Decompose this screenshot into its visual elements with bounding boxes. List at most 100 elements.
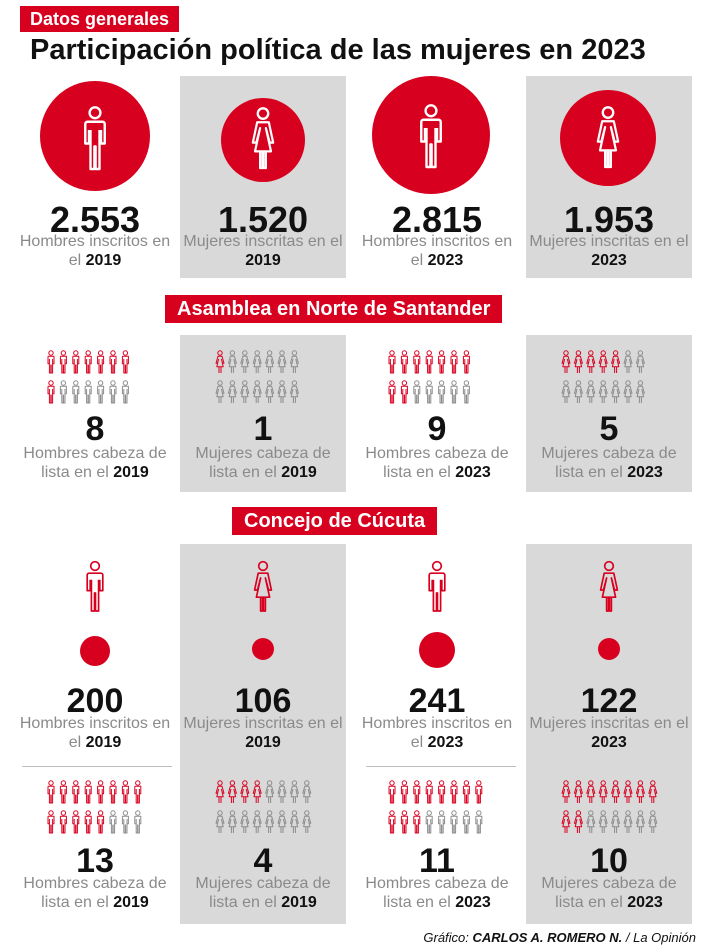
woman-mini-icon <box>623 380 633 403</box>
woman-mini-icon <box>598 810 608 833</box>
man-mini-icon <box>47 780 55 804</box>
stat-year: 2019 <box>85 252 122 270</box>
stat-description: Hombres cabeza de lista en el 2019 <box>12 874 178 912</box>
stat-description: Hombres cabeza de lista en el 2023 <box>354 874 520 912</box>
man-mini-icon <box>134 780 142 804</box>
woman-mini-icon <box>635 810 645 833</box>
man-mini-icon <box>413 350 421 374</box>
woman-mini-icon <box>227 380 237 403</box>
stat-description-text: Mujeres inscritas en el <box>183 233 343 250</box>
icon-grid-women <box>215 780 312 833</box>
man-mini-icon <box>450 350 458 374</box>
woman-mini-icon <box>623 810 633 833</box>
man-mini-icon <box>388 380 396 404</box>
man-mini-icon <box>84 780 92 804</box>
woman-mini-icon <box>240 810 250 833</box>
stat-description-text: Mujeres cabeza de lista en el <box>195 875 331 912</box>
woman-mini-icon <box>227 780 237 803</box>
man-icon <box>84 106 106 171</box>
section-tag-concejo: Concejo de Cúcuta <box>232 507 438 535</box>
stat-description: Hombres inscritos en el 2023 <box>354 232 520 270</box>
woman-mini-icon <box>561 350 571 373</box>
woman-icon <box>251 107 275 170</box>
man-mini-icon <box>121 350 129 374</box>
man-mini-icon <box>462 350 470 374</box>
stat-year: 2019 <box>281 464 317 482</box>
stat-year: 2023 <box>455 464 491 482</box>
credit-line: Gráfico: CARLOS A. ROMERO N. / La Opinió… <box>423 930 696 945</box>
man-mini-icon <box>47 810 55 834</box>
stat-description: Mujeres cabeza de lista en el 2023 <box>526 874 692 912</box>
divider-line <box>22 766 172 767</box>
woman-mini-icon <box>289 810 299 833</box>
woman-mini-icon <box>252 780 262 803</box>
man-mini-icon <box>121 380 129 404</box>
stat-description-text: Hombres cabeza de lista en el <box>23 875 167 912</box>
man-mini-icon <box>388 780 396 804</box>
stat-year: 2023 <box>455 894 491 912</box>
stat-year: 2019 <box>85 734 122 752</box>
stat-description-text: Hombres cabeza de lista en el <box>365 875 509 912</box>
woman-mini-icon <box>586 350 596 373</box>
stat-year: 2019 <box>245 252 281 270</box>
stat-description: Mujeres inscritas en el 2019 <box>180 232 346 270</box>
section-tag-label: Concejo de Cúcuta <box>244 510 426 532</box>
woman-mini-icon <box>302 780 312 803</box>
man-mini-icon <box>97 810 105 834</box>
man-mini-icon <box>121 780 129 804</box>
stat-description: Hombres cabeza de lista en el 2019 <box>12 444 178 482</box>
man-mini-icon <box>59 350 67 374</box>
man-mini-icon <box>413 780 421 804</box>
icon-grid-women <box>561 780 658 833</box>
man-mini-icon <box>109 350 117 374</box>
woman-mini-icon <box>586 810 596 833</box>
woman-mini-icon <box>277 380 287 403</box>
woman-mini-icon <box>635 380 645 403</box>
woman-icon <box>596 106 620 169</box>
woman-mini-icon <box>611 380 621 403</box>
proportion-circle <box>419 632 455 668</box>
man-mini-icon <box>72 780 80 804</box>
woman-mini-icon <box>265 780 275 803</box>
man-mini-icon <box>84 350 92 374</box>
man-mini-icon <box>59 380 67 404</box>
man-mini-icon <box>425 810 433 834</box>
proportion-circle <box>560 90 656 186</box>
man-mini-icon <box>438 810 446 834</box>
man-mini-icon <box>47 350 55 374</box>
stat-value: 10 <box>590 842 628 880</box>
woman-mini-icon <box>586 380 596 403</box>
woman-mini-icon <box>573 810 583 833</box>
stat-description: Hombres inscritos en el 2019 <box>12 232 178 270</box>
man-icon <box>86 560 104 612</box>
man-mini-icon <box>59 810 67 834</box>
man-mini-icon <box>400 810 408 834</box>
woman-mini-icon <box>586 780 596 803</box>
man-mini-icon <box>109 810 117 834</box>
stat-value: 200 <box>66 682 124 720</box>
woman-mini-icon <box>611 810 621 833</box>
proportion-circle <box>252 638 274 660</box>
stat-year: 2019 <box>113 464 149 482</box>
man-mini-icon <box>450 780 458 804</box>
woman-mini-icon <box>227 350 237 373</box>
stat-value: 1.520 <box>217 199 309 240</box>
man-mini-icon <box>462 780 470 804</box>
woman-mini-icon <box>573 350 583 373</box>
woman-mini-icon <box>215 810 225 833</box>
man-mini-icon <box>109 780 117 804</box>
section-tag-asamblea: Asamblea en Norte de Santander <box>165 295 503 323</box>
man-mini-icon <box>425 380 433 404</box>
man-mini-icon <box>462 380 470 404</box>
woman-mini-icon <box>598 780 608 803</box>
stat-year: 2019 <box>113 894 149 912</box>
woman-mini-icon <box>573 380 583 403</box>
man-mini-icon <box>59 780 67 804</box>
woman-mini-icon <box>277 780 287 803</box>
credit-outlet: / La Opinión <box>625 930 696 945</box>
stat-year: 2023 <box>627 464 663 482</box>
man-mini-icon <box>450 380 458 404</box>
man-mini-icon <box>400 350 408 374</box>
woman-mini-icon <box>277 810 287 833</box>
stat-value: 11 <box>419 842 455 880</box>
